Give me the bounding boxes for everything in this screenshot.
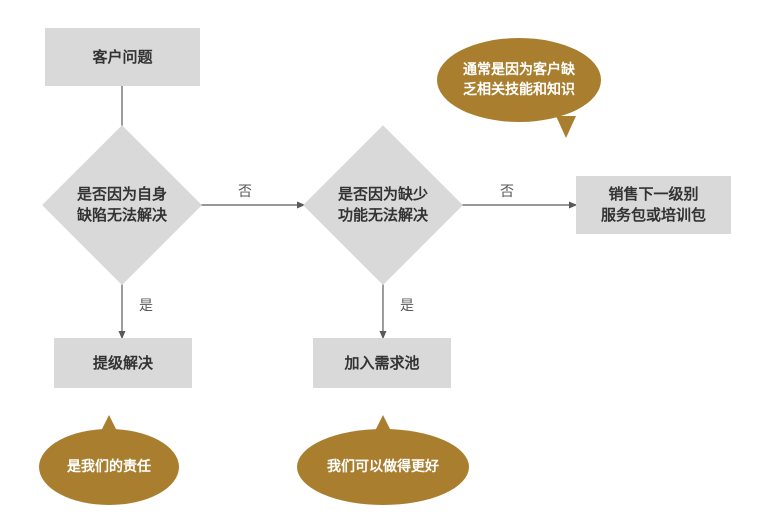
annotation-tail (556, 116, 576, 138)
node-start-label: 客户问题 (92, 47, 152, 68)
annotation-do-better-label: 我们可以做得更好 (327, 457, 439, 477)
node-upsell: 销售下一级别 服务包或培训包 (576, 176, 731, 234)
node-escalate: 提级解决 (54, 338, 192, 388)
annotation-our-responsibility: 是我们的责任 (39, 429, 179, 505)
node-upsell-label: 销售下一级别 服务包或培训包 (601, 184, 706, 226)
decision-missing-feature: 是否因为缺少 功能无法解决 (304, 150, 462, 260)
annotation-lack-skills-label: 通常是因为客户缺 乏相关技能和知识 (463, 60, 575, 99)
annotation-tail (99, 415, 119, 435)
decision-shape (42, 125, 201, 284)
annotation-tail (373, 415, 393, 435)
node-backlog-label: 加入需求池 (344, 353, 419, 374)
edge-label: 否 (500, 181, 514, 201)
decision-shape (303, 125, 462, 284)
node-backlog: 加入需求池 (313, 338, 451, 388)
edge-label: 是 (400, 295, 414, 315)
annotation-lack-skills: 通常是因为客户缺 乏相关技能和知识 (437, 38, 601, 122)
edge-label: 否 (238, 181, 252, 201)
node-start: 客户问题 (45, 28, 200, 86)
flowchart-canvas: 客户问题 提级解决 加入需求池 销售下一级别 服务包或培训包 是否因为自身 缺陷… (0, 0, 771, 526)
annotation-our-responsibility-label: 是我们的责任 (67, 457, 151, 477)
annotation-do-better: 我们可以做得更好 (297, 429, 469, 505)
edge-label: 是 (139, 295, 153, 315)
node-escalate-label: 提级解决 (93, 353, 153, 374)
decision-own-defect: 是否因为自身 缺陷无法解决 (43, 150, 201, 260)
